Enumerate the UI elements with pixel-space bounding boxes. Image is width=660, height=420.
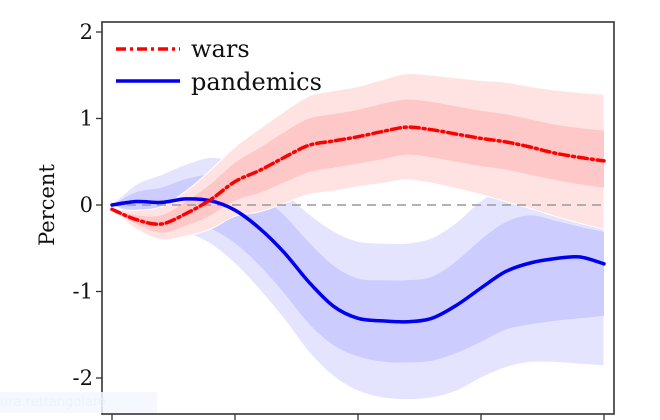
y-axis: 2 1 0 -1 -2 <box>73 20 102 390</box>
y-tick-label: 0 <box>80 193 93 217</box>
y-tick-label: -2 <box>73 366 93 390</box>
wars-inner-band <box>112 99 604 233</box>
legend-label-wars: wars <box>191 35 250 63</box>
legend: wars pandemics <box>116 35 322 96</box>
y-tick-label: 1 <box>80 107 93 131</box>
x-axis <box>111 414 605 420</box>
capture-tooltip: ura rettangolare <box>0 392 157 413</box>
y-axis-title: Percent <box>35 164 59 246</box>
series-lines <box>110 125 606 324</box>
y-tick-label: -1 <box>73 280 93 304</box>
legend-label-pandemics: pandemics <box>191 68 322 96</box>
confidence-bands <box>110 72 605 401</box>
y-tick-label: 2 <box>80 20 93 44</box>
pandemics-inner-band <box>112 174 604 363</box>
